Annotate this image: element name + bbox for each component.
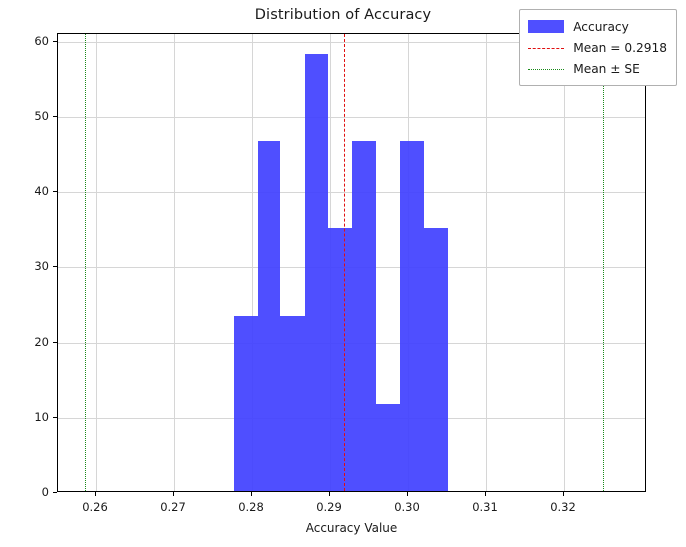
x-tick-label: 0.28: [238, 500, 264, 514]
legend-item-label: Accuracy: [573, 19, 629, 34]
histogram-bar: [233, 316, 259, 491]
chart-title: Distribution of Accuracy: [254, 7, 432, 23]
x-tick-label: 0.27: [160, 500, 186, 514]
legend: Accuracy Mean = 0.2918 Mean ± SE: [519, 9, 677, 86]
y-tick-mark: [53, 342, 57, 343]
y-tick-label: 10: [34, 410, 49, 424]
y-tick-label: 0: [41, 485, 49, 499]
plot-area: [57, 33, 646, 492]
x-tick-mark: [485, 492, 486, 496]
x-tick-mark: [95, 492, 96, 496]
y-tick-label: 50: [34, 109, 49, 123]
histogram-bar: [376, 403, 400, 491]
legend-patch-swatch-icon: [528, 20, 565, 33]
x-tick-mark: [329, 492, 330, 496]
y-tick-mark: [53, 191, 57, 192]
y-tick-mark: [53, 417, 57, 418]
legend-dotted-line-icon: [528, 62, 565, 76]
x-tick-label: 0.29: [316, 500, 342, 514]
y-tick-mark: [53, 116, 57, 117]
mean-line: [344, 34, 346, 491]
x-tick-mark: [563, 492, 564, 496]
histogram-bar: [280, 316, 305, 491]
mean-minus-se-line: [85, 34, 87, 491]
gridline-horizontal: [58, 42, 645, 43]
legend-dashed-line-icon: [528, 41, 565, 55]
x-tick-label: 0.31: [472, 500, 498, 514]
gridline-vertical: [96, 34, 97, 491]
x-tick-label: 0.32: [550, 500, 576, 514]
y-tick-mark: [53, 266, 57, 267]
y-tick-mark: [53, 41, 57, 42]
legend-item[interactable]: Accuracy: [528, 16, 667, 37]
x-tick-label: 0.26: [82, 500, 108, 514]
x-tick-mark: [251, 492, 252, 496]
histogram-bar: [327, 228, 353, 491]
histogram-bar: [399, 141, 424, 491]
gridline-vertical: [486, 34, 487, 491]
gridline-horizontal: [58, 117, 645, 118]
gridline-horizontal: [58, 192, 645, 193]
gridline-vertical: [252, 34, 253, 491]
legend-item[interactable]: Mean = 0.2918: [528, 37, 667, 58]
x-axis-label: Accuracy Value: [305, 521, 398, 535]
gridline-vertical: [174, 34, 175, 491]
histogram-bar: [258, 141, 281, 491]
y-tick-mark: [53, 492, 57, 493]
legend-item[interactable]: Mean ± SE: [528, 58, 667, 79]
y-tick-label: 60: [34, 34, 49, 48]
y-tick-label: 30: [34, 259, 49, 273]
plot-inner: [58, 34, 645, 491]
histogram-bar: [423, 228, 449, 491]
x-tick-mark: [173, 492, 174, 496]
legend-item-label: Mean ± SE: [573, 61, 640, 76]
gridline-vertical: [564, 34, 565, 491]
histogram-bar: [304, 53, 328, 491]
y-tick-label: 40: [34, 184, 49, 198]
histogram-bar: [352, 141, 377, 491]
legend-item-label: Mean = 0.2918: [573, 40, 667, 55]
mean-plus-se-line: [603, 34, 605, 491]
x-tick-label: 0.30: [394, 500, 420, 514]
x-tick-mark: [407, 492, 408, 496]
y-tick-label: 20: [34, 335, 49, 349]
